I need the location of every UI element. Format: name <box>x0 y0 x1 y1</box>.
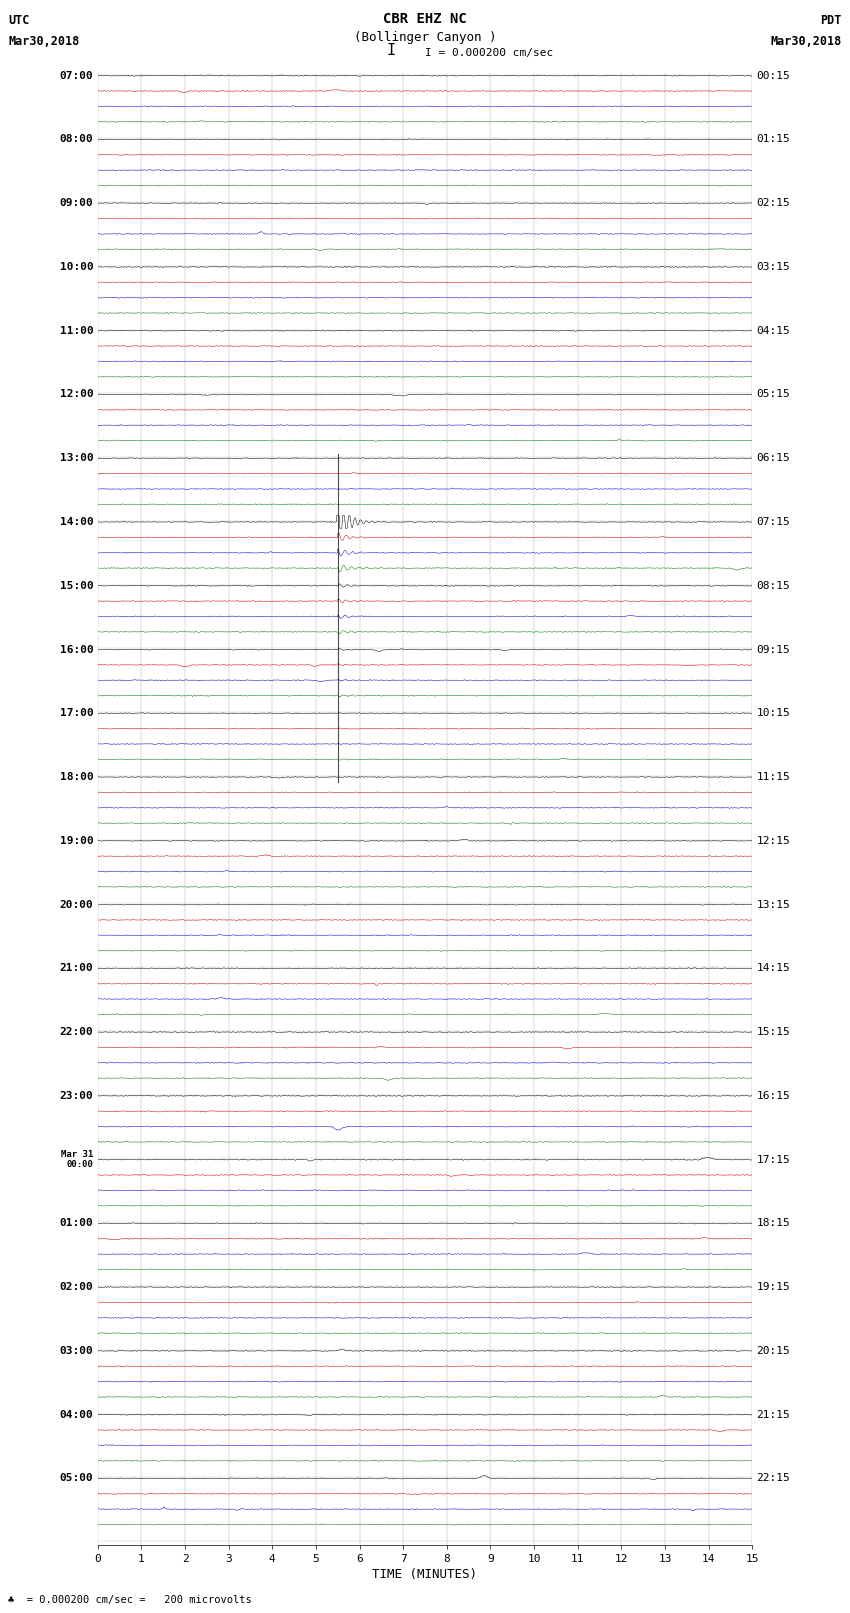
Text: 00:15: 00:15 <box>756 71 790 81</box>
Text: 06:15: 06:15 <box>756 453 790 463</box>
Text: 20:00: 20:00 <box>60 900 94 910</box>
Text: 18:00: 18:00 <box>60 773 94 782</box>
Text: 09:00: 09:00 <box>60 198 94 208</box>
Text: 15:00: 15:00 <box>60 581 94 590</box>
Text: I: I <box>387 44 395 58</box>
Text: 16:15: 16:15 <box>756 1090 790 1100</box>
Text: 10:15: 10:15 <box>756 708 790 718</box>
Text: (Bollinger Canyon ): (Bollinger Canyon ) <box>354 31 496 44</box>
Text: 11:00: 11:00 <box>60 326 94 336</box>
Text: PDT: PDT <box>820 15 842 27</box>
Text: 19:00: 19:00 <box>60 836 94 845</box>
Text: 13:00: 13:00 <box>60 453 94 463</box>
Text: 21:00: 21:00 <box>60 963 94 973</box>
Text: 04:15: 04:15 <box>756 326 790 336</box>
Text: Mar30,2018: Mar30,2018 <box>770 35 842 48</box>
Text: UTC: UTC <box>8 15 30 27</box>
Text: 07:15: 07:15 <box>756 518 790 527</box>
Text: 09:15: 09:15 <box>756 645 790 655</box>
Text: 03:00: 03:00 <box>60 1345 94 1357</box>
Text: 12:15: 12:15 <box>756 836 790 845</box>
Text: 22:15: 22:15 <box>756 1473 790 1484</box>
Text: 03:15: 03:15 <box>756 261 790 273</box>
Text: 17:15: 17:15 <box>756 1155 790 1165</box>
Text: 01:15: 01:15 <box>756 134 790 145</box>
Text: 01:00: 01:00 <box>60 1218 94 1229</box>
Text: 17:00: 17:00 <box>60 708 94 718</box>
Text: CBR EHZ NC: CBR EHZ NC <box>383 11 467 26</box>
Text: Mar 31
00:00: Mar 31 00:00 <box>61 1150 94 1169</box>
Text: 22:00: 22:00 <box>60 1027 94 1037</box>
Text: 14:00: 14:00 <box>60 518 94 527</box>
Text: 02:15: 02:15 <box>756 198 790 208</box>
Text: 10:00: 10:00 <box>60 261 94 273</box>
Text: 11:15: 11:15 <box>756 773 790 782</box>
Text: Mar30,2018: Mar30,2018 <box>8 35 80 48</box>
Text: 14:15: 14:15 <box>756 963 790 973</box>
Text: 23:00: 23:00 <box>60 1090 94 1100</box>
X-axis label: TIME (MINUTES): TIME (MINUTES) <box>372 1568 478 1581</box>
Text: 20:15: 20:15 <box>756 1345 790 1357</box>
Text: 13:15: 13:15 <box>756 900 790 910</box>
Text: 19:15: 19:15 <box>756 1282 790 1292</box>
Text: 18:15: 18:15 <box>756 1218 790 1229</box>
Text: 16:00: 16:00 <box>60 645 94 655</box>
Text: 21:15: 21:15 <box>756 1410 790 1419</box>
Text: 05:15: 05:15 <box>756 389 790 400</box>
Text: 12:00: 12:00 <box>60 389 94 400</box>
Text: I = 0.000200 cm/sec: I = 0.000200 cm/sec <box>425 48 553 58</box>
Text: 07:00: 07:00 <box>60 71 94 81</box>
Text: ♣  = 0.000200 cm/sec =   200 microvolts: ♣ = 0.000200 cm/sec = 200 microvolts <box>8 1595 252 1605</box>
Text: 15:15: 15:15 <box>756 1027 790 1037</box>
Text: 02:00: 02:00 <box>60 1282 94 1292</box>
Text: 04:00: 04:00 <box>60 1410 94 1419</box>
Text: 08:15: 08:15 <box>756 581 790 590</box>
Text: 05:00: 05:00 <box>60 1473 94 1484</box>
Text: 08:00: 08:00 <box>60 134 94 145</box>
